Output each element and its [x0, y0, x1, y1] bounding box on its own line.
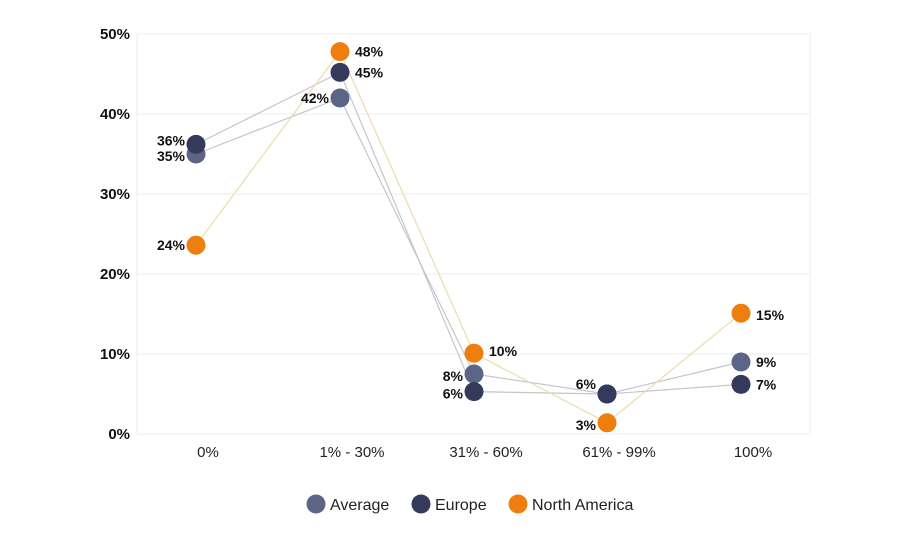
series-points: [186, 42, 751, 433]
data-point-north-america: [597, 413, 617, 433]
data-label: 6%: [576, 376, 597, 392]
legend-label: Average: [330, 497, 389, 514]
x-tick-label: 0%: [197, 444, 219, 461]
data-label: 35%: [157, 148, 186, 164]
x-tick-label: 100%: [734, 444, 772, 461]
data-label: 45%: [355, 64, 384, 80]
y-tick-label: 30%: [100, 186, 130, 203]
grid: [136, 33, 811, 435]
legend-marker: [306, 494, 326, 514]
y-tick-label: 40%: [100, 106, 130, 123]
data-point-average: [464, 364, 484, 384]
data-label: 9%: [756, 354, 777, 370]
data-label: 15%: [756, 307, 785, 323]
data-point-north-america: [464, 343, 484, 363]
y-tick-label: 50%: [100, 26, 130, 43]
data-point-north-america: [186, 235, 206, 255]
data-point-north-america: [330, 42, 350, 62]
x-axis: 0% 1% - 30% 31% - 60% 61% - 99% 100%: [197, 444, 772, 461]
y-axis: 0% 10% 20% 30% 40% 50%: [100, 26, 130, 443]
data-label: 48%: [355, 44, 384, 60]
data-label: 7%: [756, 376, 777, 392]
data-point-europe: [731, 374, 751, 394]
legend-label: North America: [532, 497, 633, 514]
data-point-europe: [330, 62, 350, 82]
data-point-north-america: [731, 303, 751, 323]
data-point-average: [330, 88, 350, 108]
data-label: 36%: [157, 132, 186, 148]
data-label: 6%: [443, 386, 464, 402]
data-point-average: [731, 352, 751, 372]
x-tick-label: 31% - 60%: [449, 444, 522, 461]
data-label: 24%: [157, 237, 186, 253]
legend-label: Europe: [435, 497, 487, 514]
data-label: 8%: [443, 368, 464, 384]
x-tick-label: 61% - 99%: [582, 444, 655, 461]
data-label: 42%: [301, 90, 330, 106]
data-labels: 35% 42% 8% 6% 9% 36% 45% 6% 7% 24% 48% 10% 3% 15%: [157, 44, 785, 433]
data-label: 3%: [576, 417, 597, 433]
data-point-europe: [186, 134, 206, 154]
legend-marker: [411, 494, 431, 514]
y-tick-label: 20%: [100, 266, 130, 283]
data-label: 10%: [489, 343, 518, 359]
y-tick-label: 0%: [108, 426, 130, 443]
x-tick-label: 1% - 30%: [319, 444, 384, 461]
legend: Average Europe North America: [306, 494, 633, 514]
y-tick-label: 10%: [100, 346, 130, 363]
data-point-europe: [464, 382, 484, 402]
data-point-europe: [597, 384, 617, 404]
legend-marker: [508, 494, 528, 514]
